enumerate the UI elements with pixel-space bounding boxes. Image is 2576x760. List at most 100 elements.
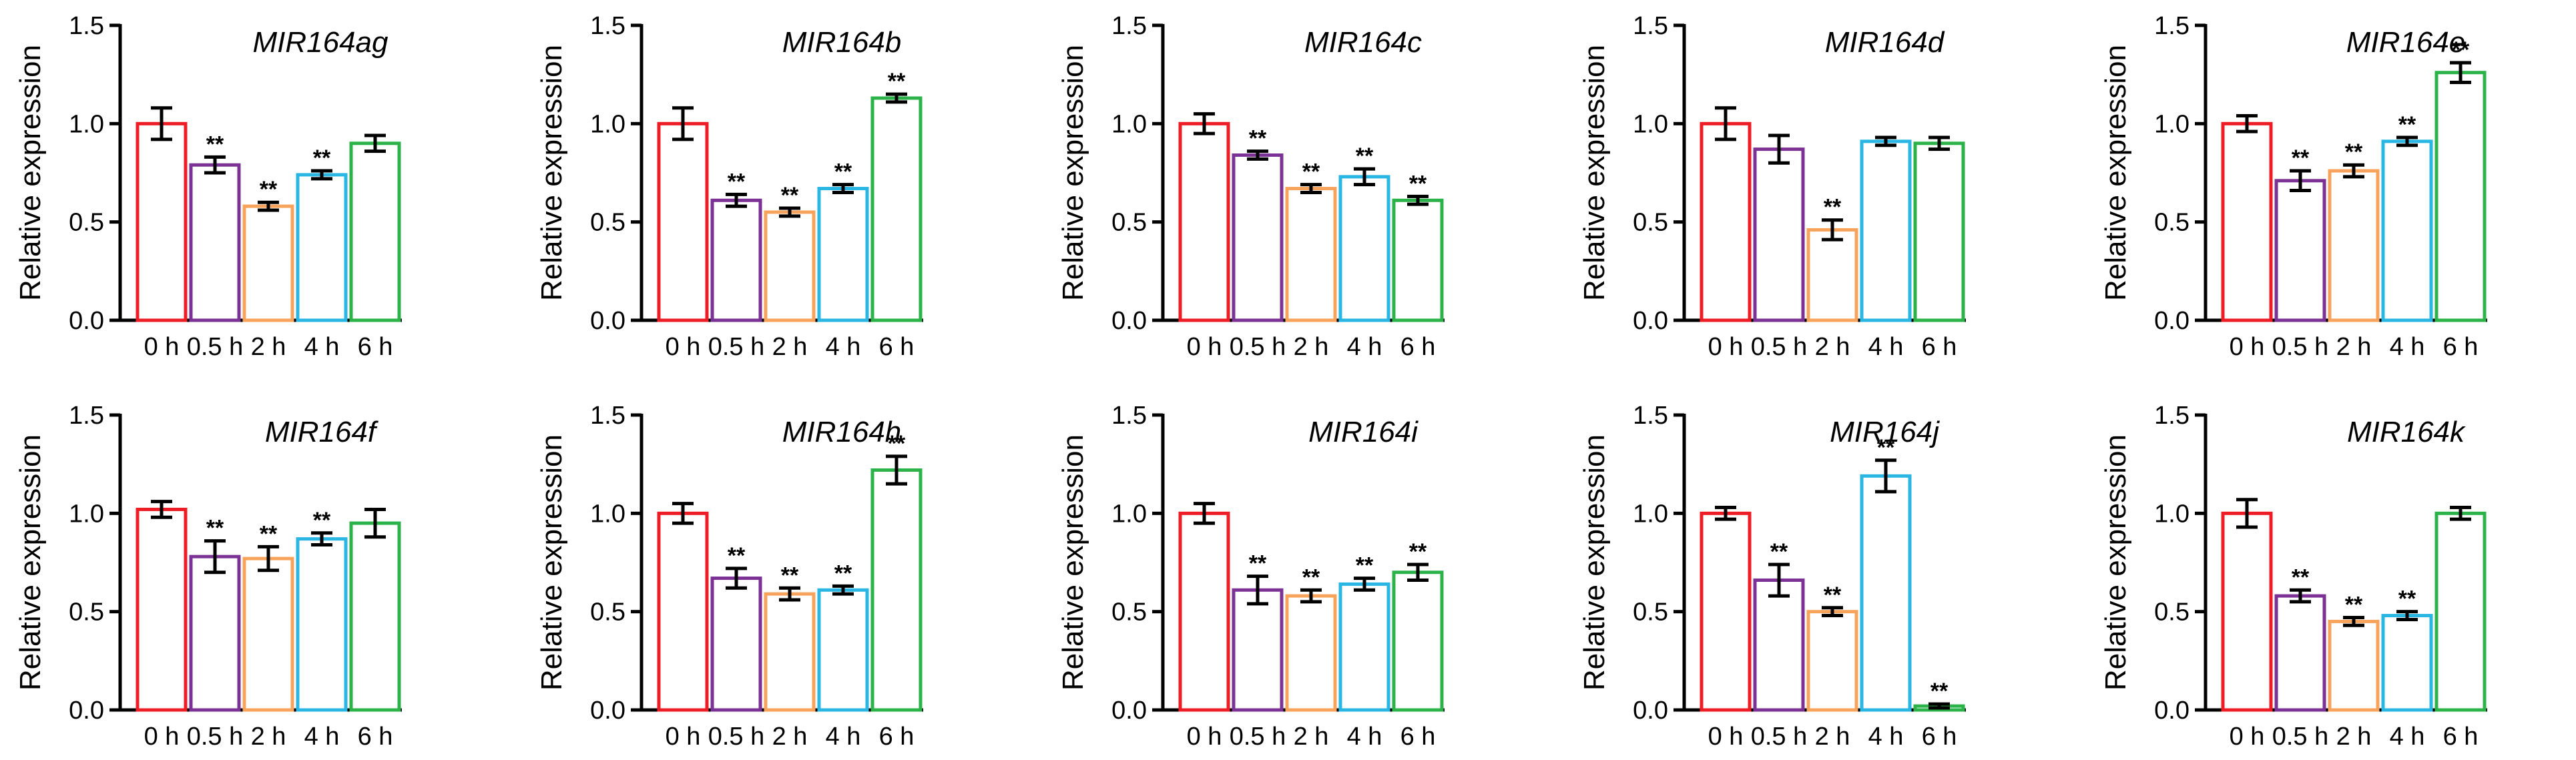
bar-4h bbox=[2381, 139, 2433, 322]
y-tick-label: 1.0 bbox=[69, 500, 104, 528]
bar-4h bbox=[1860, 139, 1912, 322]
y-tick-label: 0.0 bbox=[590, 307, 625, 335]
x-tick-label: 4 h bbox=[1868, 333, 1904, 361]
x-tick-label: 0.5 h bbox=[2272, 333, 2329, 361]
y-tick-label: 1.5 bbox=[1111, 12, 1147, 40]
significance-marker: ** bbox=[2345, 593, 2363, 618]
y-tick-label: 0.5 bbox=[2154, 599, 2189, 627]
x-tick-label: 6 h bbox=[358, 723, 393, 751]
chart-title: MIR164c bbox=[1304, 26, 1422, 59]
bar-0h bbox=[2221, 121, 2273, 322]
y-tick-label: 0.5 bbox=[1633, 209, 1668, 237]
bar-4h bbox=[817, 187, 869, 322]
y-tick-label: 1.0 bbox=[590, 110, 625, 138]
y-tick-label: 1.0 bbox=[1111, 110, 1147, 138]
chart-panel-6: Relative expression 0.0 0.5 1.0 1.5 MIR164h 0 … bbox=[535, 402, 923, 751]
bar-4h bbox=[296, 173, 348, 322]
y-tick-label: 1.5 bbox=[1633, 402, 1668, 430]
x-tick-label: 4 h bbox=[1868, 723, 1904, 751]
y-tick-label: 1.0 bbox=[2154, 110, 2189, 138]
y-tick-label: 1.5 bbox=[1633, 12, 1668, 40]
x-tick-label: 4 h bbox=[2390, 723, 2425, 751]
bar-2h bbox=[764, 210, 816, 322]
x-tick-label: 2 h bbox=[1294, 723, 1329, 751]
y-axis-label: Relative expression bbox=[1057, 45, 1089, 301]
significance-marker: ** bbox=[1249, 126, 1267, 151]
significance-marker: ** bbox=[2345, 139, 2363, 165]
bar-0h bbox=[136, 121, 188, 322]
x-tick-label: 4 h bbox=[1347, 333, 1382, 361]
y-tick-label: 0.0 bbox=[1633, 307, 1668, 335]
x-tick-label: 6 h bbox=[1922, 723, 1957, 751]
y-axis-label: Relative expression bbox=[535, 45, 568, 301]
significance-marker: ** bbox=[1930, 679, 1949, 704]
bar-6h bbox=[349, 141, 401, 322]
x-tick-label: 4 h bbox=[826, 723, 861, 751]
bar-0h bbox=[1700, 121, 1752, 322]
x-tick-label: 0.5 h bbox=[187, 723, 244, 751]
chart-panel-9: Relative expression 0.0 0.5 1.0 1.5 MIR164k 0 … bbox=[2099, 402, 2487, 751]
y-tick-label: 0.5 bbox=[1111, 599, 1147, 627]
y-tick-label: 0.0 bbox=[2154, 697, 2189, 725]
bar-0h bbox=[657, 511, 709, 712]
y-tick-label: 0.5 bbox=[1633, 599, 1668, 627]
bar-4h bbox=[817, 588, 869, 712]
significance-marker: ** bbox=[728, 543, 746, 568]
y-axis-label: Relative expression bbox=[2099, 434, 2132, 691]
y-tick-label: 0.5 bbox=[69, 599, 104, 627]
y-tick-label: 1.0 bbox=[1633, 110, 1668, 138]
bar-0h bbox=[136, 507, 188, 712]
x-tick-label: 2 h bbox=[1815, 723, 1850, 751]
bar-2h bbox=[2328, 169, 2380, 322]
significance-marker: ** bbox=[2452, 37, 2470, 63]
significance-marker: ** bbox=[2398, 587, 2416, 612]
x-tick-label: 0.5 h bbox=[1751, 333, 1808, 361]
significance-marker: ** bbox=[313, 145, 331, 171]
bar-2h bbox=[1806, 228, 1858, 322]
y-axis-label: Relative expression bbox=[14, 45, 47, 301]
chart-panel-3: Relative expression 0.0 0.5 1.0 1.5 MIR164d 0 … bbox=[1578, 12, 1966, 361]
significance-marker: ** bbox=[781, 562, 799, 588]
x-tick-label: 6 h bbox=[1400, 723, 1436, 751]
x-tick-label: 2 h bbox=[2336, 333, 2372, 361]
significance-marker: ** bbox=[2292, 145, 2310, 171]
y-tick-label: 0.0 bbox=[2154, 307, 2189, 335]
significance-marker: ** bbox=[1770, 539, 1788, 564]
x-tick-label: 2 h bbox=[251, 723, 286, 751]
bar-0h bbox=[1178, 511, 1230, 712]
x-tick-label: 2 h bbox=[1815, 333, 1850, 361]
y-axis-label: Relative expression bbox=[2099, 45, 2132, 301]
chart-panel-8: Relative expression 0.0 0.5 1.0 1.5 MIR164j 0 … bbox=[1578, 402, 1966, 751]
bar-4h bbox=[1860, 474, 1912, 712]
chart-title: MIR164d bbox=[1825, 26, 1945, 59]
chart-panel-7: Relative expression 0.0 0.5 1.0 1.5 MIR164i 0 … bbox=[1057, 402, 1445, 751]
x-tick-label: 0.5 h bbox=[1751, 723, 1808, 751]
x-tick-label: 2 h bbox=[251, 333, 286, 361]
significance-marker: ** bbox=[206, 131, 224, 157]
bar-2h bbox=[2328, 619, 2380, 712]
significance-marker: ** bbox=[1877, 435, 1895, 460]
bar-0h bbox=[657, 121, 709, 322]
y-axis-label: Relative expression bbox=[1578, 45, 1611, 301]
x-tick-label: 4 h bbox=[1347, 723, 1382, 751]
chart-title: MIR164i bbox=[1308, 416, 1419, 448]
bar-05h bbox=[1753, 147, 1805, 322]
y-axis-label: Relative expression bbox=[14, 434, 47, 691]
bar-4h bbox=[296, 537, 348, 712]
significance-marker: ** bbox=[313, 508, 331, 533]
x-tick-label: 0 h bbox=[144, 723, 180, 751]
bar-6h bbox=[1913, 141, 1965, 322]
bar-05h bbox=[1232, 588, 1284, 712]
chart-panel-4: Relative expression 0.0 0.5 1.0 1.5 MIR164e 0 … bbox=[2099, 12, 2487, 361]
x-tick-label: 0 h bbox=[666, 723, 701, 751]
significance-marker: ** bbox=[728, 169, 746, 194]
significance-marker: ** bbox=[781, 183, 799, 208]
significance-marker: ** bbox=[1302, 564, 1320, 590]
y-tick-label: 0.0 bbox=[69, 697, 104, 725]
x-tick-label: 0 h bbox=[1187, 723, 1222, 751]
y-tick-label: 1.5 bbox=[590, 12, 625, 40]
significance-marker: ** bbox=[1824, 195, 1842, 220]
x-tick-label: 4 h bbox=[304, 333, 340, 361]
y-tick-label: 0.0 bbox=[1633, 697, 1668, 725]
x-tick-label: 2 h bbox=[2336, 723, 2372, 751]
